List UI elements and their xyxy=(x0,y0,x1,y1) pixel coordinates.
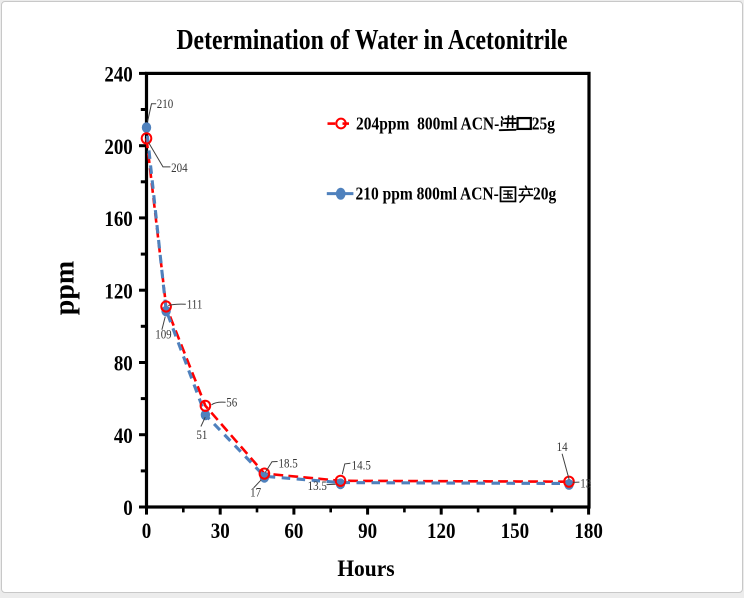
svg-text:20g: 20g xyxy=(533,183,557,203)
svg-text:Determination of Water in Acet: Determination of Water in Acetonitrile xyxy=(176,24,567,56)
svg-text:80: 80 xyxy=(114,352,133,376)
svg-text:0: 0 xyxy=(142,520,151,544)
svg-text:60: 60 xyxy=(284,520,303,544)
svg-text:120: 120 xyxy=(427,520,455,544)
svg-text:13: 13 xyxy=(580,476,591,491)
svg-text:17: 17 xyxy=(250,484,261,499)
svg-text:160: 160 xyxy=(104,208,132,232)
svg-text:111: 111 xyxy=(187,297,203,312)
svg-text:90: 90 xyxy=(358,520,377,544)
svg-text:204: 204 xyxy=(171,160,187,175)
svg-text:18.5: 18.5 xyxy=(279,456,298,471)
svg-text:40: 40 xyxy=(114,425,133,449)
svg-text:120: 120 xyxy=(104,280,132,304)
svg-text:0: 0 xyxy=(123,497,132,521)
svg-text:14: 14 xyxy=(557,439,568,454)
svg-text:Hours: Hours xyxy=(337,555,395,581)
svg-text:150: 150 xyxy=(501,520,529,544)
svg-text:ppm: ppm xyxy=(50,261,81,315)
svg-text:204ppm 800ml ACN-: 204ppm 800ml ACN- xyxy=(356,113,499,133)
svg-text:180: 180 xyxy=(574,520,602,544)
svg-text:210: 210 xyxy=(157,96,173,111)
svg-text:200: 200 xyxy=(104,136,132,160)
svg-text:14.5: 14.5 xyxy=(352,458,371,473)
svg-text:13.5: 13.5 xyxy=(308,478,327,493)
svg-text:240: 240 xyxy=(104,63,132,87)
svg-text:56: 56 xyxy=(226,395,237,410)
svg-text:51: 51 xyxy=(196,427,207,442)
svg-text:30: 30 xyxy=(211,520,230,544)
svg-text:25g: 25g xyxy=(532,113,556,133)
svg-text:210 ppm 800ml ACN-: 210 ppm 800ml ACN- xyxy=(356,183,499,203)
svg-text:109: 109 xyxy=(155,327,171,342)
